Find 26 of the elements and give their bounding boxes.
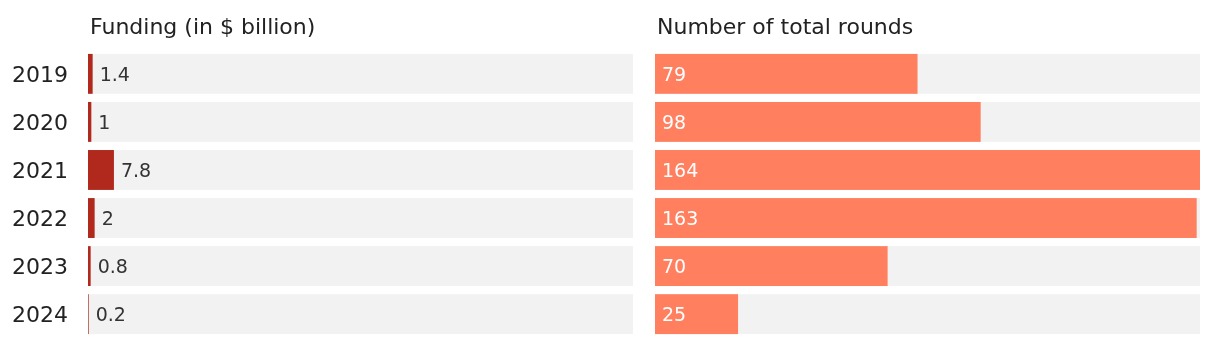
data-label: 98	[662, 110, 687, 133]
y-tick-label: 2019	[12, 61, 68, 87]
y-tick-label: 2020	[12, 109, 68, 135]
data-label: 0.8	[97, 254, 128, 277]
data-label: 25	[662, 302, 687, 325]
bar	[88, 246, 91, 287]
bar	[88, 150, 114, 190]
bar	[88, 198, 95, 238]
y-tick-label: 2021	[12, 157, 68, 183]
data-label: 164	[662, 158, 699, 181]
y-tick-label: 2024	[12, 301, 68, 327]
chart-title: Number of total rounds	[657, 14, 914, 39]
data-label: 1.4	[99, 62, 130, 85]
data-label: 163	[662, 206, 699, 229]
bar	[88, 101, 92, 142]
data-label: 2	[101, 206, 114, 229]
data-label: 70	[662, 254, 687, 277]
y-tick-label: 2023	[12, 253, 68, 279]
bar	[655, 294, 739, 335]
bar	[88, 53, 93, 94]
chart-title: Funding (in $ billion)	[90, 14, 316, 39]
data-label: 1	[98, 110, 111, 133]
data-label: 79	[662, 62, 687, 85]
data-label: 0.2	[95, 302, 126, 325]
data-label: 7.8	[120, 158, 152, 181]
y-tick-label: 2022	[12, 205, 68, 231]
